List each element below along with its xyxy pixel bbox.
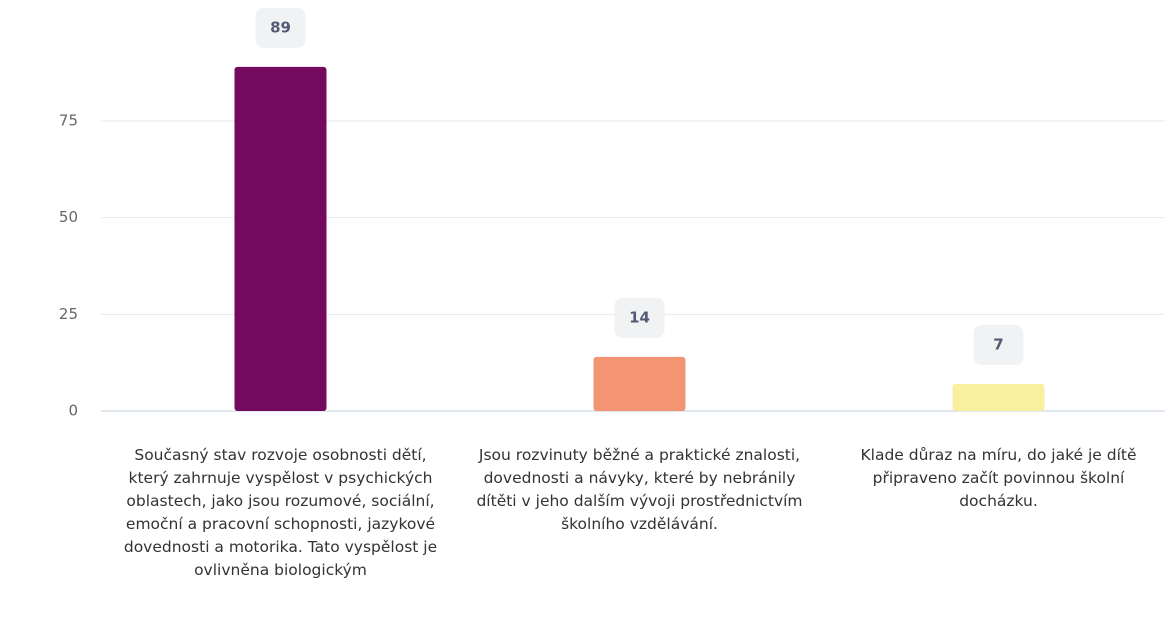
value-label: 89 — [270, 18, 291, 36]
y-tick-label: 50 — [59, 208, 78, 226]
x-tick-label: Současný stav rozvoje osobnosti dětí, kt… — [123, 446, 438, 579]
y-tick-label: 75 — [59, 111, 78, 129]
y-tick-label: 0 — [68, 402, 78, 420]
value-label-box — [973, 324, 1024, 365]
bar — [234, 66, 327, 411]
value-label-box — [614, 297, 665, 338]
y-tick-label: 25 — [59, 305, 78, 323]
value-label-box — [255, 7, 306, 48]
bar — [593, 356, 686, 411]
x-tick-label: Jsou rozvinuty běžné a praktické znalost… — [476, 446, 803, 533]
x-tick-label: Klade důraz na míru, do jaké je dítě při… — [860, 446, 1137, 510]
bar — [952, 383, 1045, 411]
value-label: 7 — [993, 335, 1003, 353]
value-label: 14 — [629, 308, 650, 326]
